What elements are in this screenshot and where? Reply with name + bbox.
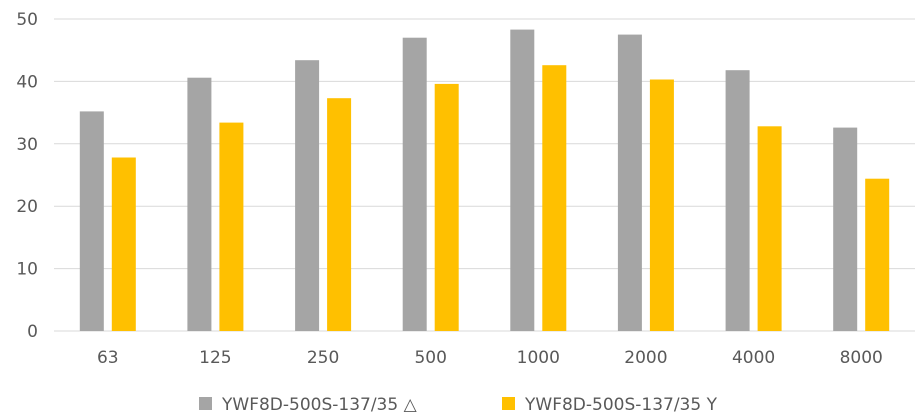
bars	[79, 29, 890, 332]
y-tick-label: 0	[27, 322, 38, 342]
bar-series-2-2000	[649, 79, 674, 331]
bar-series-1-63	[79, 111, 104, 332]
bar-series-2-1000	[542, 65, 567, 331]
x-tick-label: 63	[97, 348, 119, 368]
bar-series-1-4000	[725, 70, 750, 331]
y-tick-label: 10	[16, 260, 38, 280]
bar-series-1-250	[295, 60, 320, 331]
x-tick-label: 4000	[732, 348, 775, 368]
y-tick-label: 20	[16, 197, 38, 217]
bar-series-1-1000	[510, 29, 535, 331]
x-tick-label: 250	[307, 348, 339, 368]
bar-series-2-8000	[865, 178, 890, 331]
legend-swatch-series-2	[502, 397, 515, 410]
bar-series-2-500	[434, 83, 459, 332]
x-tick-label: 125	[199, 348, 231, 368]
legend-label-series-2: YWF8D-500S-137/35 Y	[524, 395, 718, 415]
legend-label-series-1: YWF8D-500S-137/35 △	[221, 395, 418, 415]
x-tick-label: 1000	[517, 348, 560, 368]
bar-series-2-250	[327, 98, 352, 331]
bar-series-2-125	[219, 122, 244, 331]
bar-series-1-125	[187, 77, 212, 331]
x-tick-label: 500	[414, 348, 446, 368]
x-tick-label: 8000	[840, 348, 883, 368]
y-axis-ticks: 0 10 20 30 40 50	[16, 10, 38, 342]
legend: YWF8D-500S-137/35 △ YWF8D-500S-137/35 Y	[199, 395, 718, 415]
x-axis-ticks: 63 125 250 500 1000 2000 4000 8000	[97, 348, 883, 368]
bar-series-2-4000	[757, 126, 782, 331]
x-tick-label: 2000	[624, 348, 667, 368]
y-tick-label: 40	[16, 72, 38, 92]
bar-series-1-8000	[833, 127, 858, 331]
gridlines	[54, 18, 915, 332]
legend-swatch-series-1	[199, 397, 212, 410]
bar-series-2-63	[111, 157, 136, 331]
bar-series-1-2000	[617, 34, 642, 331]
y-tick-label: 30	[16, 135, 38, 155]
y-tick-label: 50	[16, 10, 38, 30]
bar-series-1-500	[402, 37, 427, 331]
